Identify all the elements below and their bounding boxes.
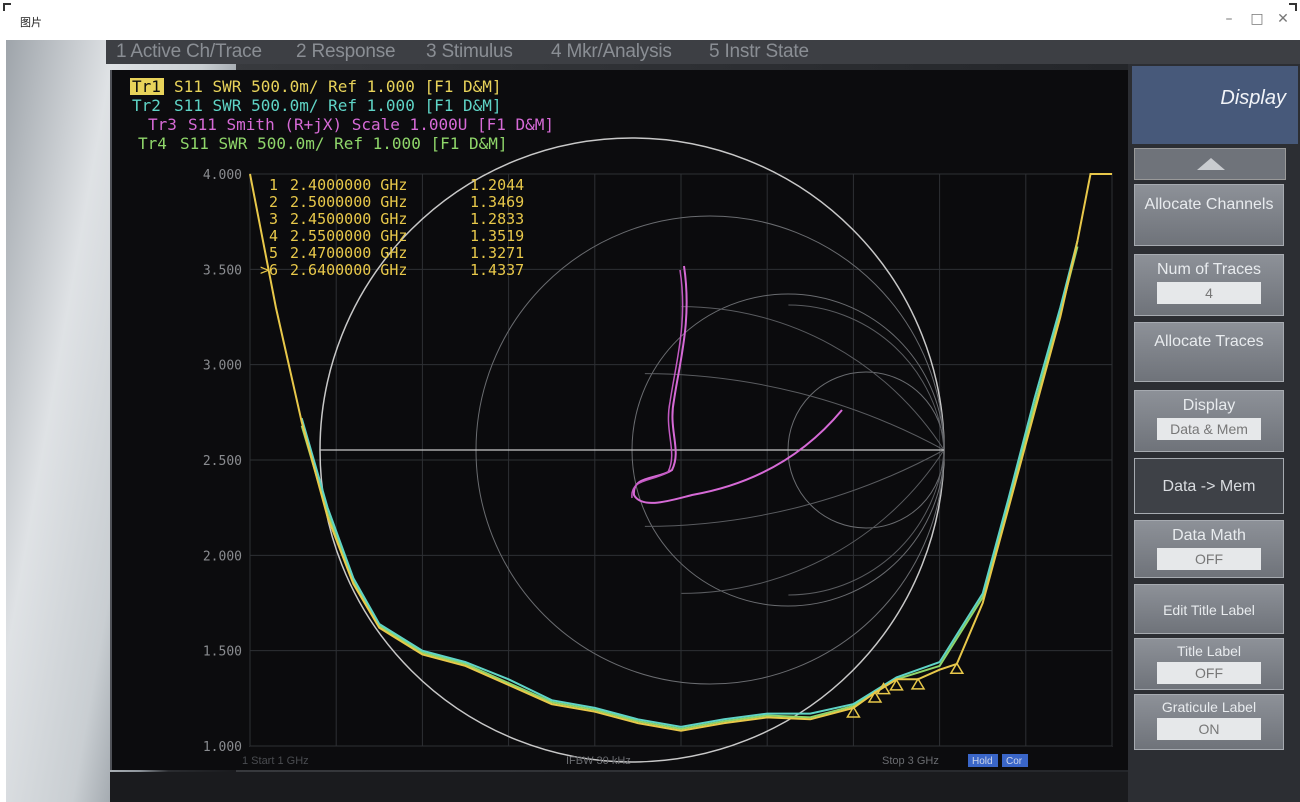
hold-badge-text: Hold bbox=[972, 756, 993, 767]
marker-frequency: 2.4700000 GHz bbox=[290, 244, 407, 262]
marker-triangle bbox=[876, 682, 891, 695]
ifbw-label: IFBW 30 kHz bbox=[566, 755, 631, 767]
photo-of-analyzer: 1 Active Ch/Trace 2 Response 3 Stimulus … bbox=[6, 40, 1300, 802]
menu-response[interactable]: 2 Response bbox=[296, 41, 396, 62]
trace-header-tag: Tr1 bbox=[132, 77, 161, 96]
data-math-value: OFF bbox=[1157, 548, 1261, 570]
analyzer-screen: 4.000 3.500 3.000 2.500 2.000 1.500 1.000 Tr1 S1… bbox=[110, 70, 1138, 770]
marker-triangle bbox=[910, 677, 926, 690]
graticule-label-label: Graticule Label bbox=[1161, 699, 1257, 715]
trace-header-text: S11 SWR 500.0m/ Ref 1.000 [F1 D&M] bbox=[174, 77, 502, 96]
marker-triangle bbox=[846, 705, 861, 718]
viewer-title-bar: 图片 – □ ✕ bbox=[0, 0, 1300, 40]
smith-reactance-arc bbox=[644, 449, 945, 527]
corner-mark bbox=[3, 3, 11, 11]
swr-trace-tr1 bbox=[249, 173, 1112, 732]
smith-reactance-arc bbox=[788, 304, 945, 451]
marker-value: 1.3469 bbox=[470, 193, 524, 211]
marker-number: 4 bbox=[269, 227, 278, 245]
marker-value: 1.4337 bbox=[470, 261, 524, 279]
menu-active-ch-trace[interactable]: 1 Active Ch/Trace bbox=[116, 41, 262, 62]
marker-triangle bbox=[949, 661, 965, 675]
smith-reactance-arc bbox=[644, 373, 945, 451]
allocate-channels-button[interactable]: Allocate Channels bbox=[1134, 184, 1284, 246]
analyzer-menubar: 1 Active Ch/Trace 2 Response 3 Stimulus … bbox=[106, 40, 1300, 64]
graticule-label-button[interactable]: Graticule Label ON bbox=[1134, 694, 1284, 750]
trace-header-text: S11 SWR 500.0m/ Ref 1.000 [F1 D&M] bbox=[174, 96, 502, 115]
marker-triangle bbox=[889, 678, 904, 691]
close-button[interactable]: ✕ bbox=[1277, 11, 1289, 27]
title-label-button[interactable]: Title Label OFF bbox=[1134, 638, 1284, 690]
allocate-traces-button[interactable]: Allocate Traces bbox=[1134, 322, 1284, 382]
graticule-label-value: ON bbox=[1157, 718, 1261, 740]
marker-frequency: 2.4500000 GHz bbox=[290, 210, 407, 228]
scroll-up-button[interactable] bbox=[1134, 148, 1286, 180]
stop-frequency: Stop 3 GHz bbox=[882, 755, 939, 767]
data-math-label: Data Math bbox=[1172, 527, 1246, 544]
maximize-button[interactable]: □ bbox=[1250, 11, 1264, 27]
menu-stimulus[interactable]: 3 Stimulus bbox=[426, 41, 513, 62]
marker-frequency: 2.6400000 GHz bbox=[290, 261, 407, 279]
start-frequency: 1 Start 1 GHz bbox=[242, 755, 309, 767]
marker-value: 1.2833 bbox=[470, 210, 524, 228]
edit-title-label-button[interactable]: Edit Title Label bbox=[1134, 584, 1284, 634]
smith-trace-memory bbox=[631, 269, 684, 499]
marker-number: 1 bbox=[269, 176, 278, 194]
y-tick-label: 4.000 bbox=[203, 168, 242, 183]
num-traces-button[interactable]: Num of Traces 4 bbox=[1134, 254, 1284, 316]
marker-number: >6 bbox=[260, 261, 278, 279]
corner-mark bbox=[1289, 3, 1297, 11]
viewer-title: 图片 bbox=[20, 16, 42, 29]
menu-mkr-analysis[interactable]: 4 Mkr/Analysis bbox=[551, 41, 672, 62]
marker-number: 5 bbox=[269, 244, 278, 262]
y-tick-label: 3.000 bbox=[203, 359, 242, 374]
marker-number: 2 bbox=[269, 193, 278, 211]
marker-frequency: 2.5500000 GHz bbox=[290, 227, 407, 245]
softkey-header: Display bbox=[1132, 66, 1298, 144]
y-tick-label: 2.000 bbox=[203, 549, 242, 564]
display-mode-label: Display bbox=[1182, 397, 1236, 414]
minimize-button[interactable]: – bbox=[1225, 11, 1233, 27]
smith-reactance-arc bbox=[788, 449, 945, 596]
marker-frequency: 2.5000000 GHz bbox=[290, 193, 407, 211]
cor-badge bbox=[1002, 754, 1028, 767]
cor-badge-text: Cor bbox=[1006, 756, 1023, 767]
hold-badge bbox=[968, 754, 998, 767]
trace-header-tag: Tr2 bbox=[132, 96, 161, 115]
data-to-mem-button[interactable]: Data -> Mem bbox=[1134, 458, 1284, 514]
num-traces-label: Num of Traces bbox=[1156, 261, 1262, 278]
status-strip bbox=[110, 772, 1136, 802]
smith-reactance-arc bbox=[681, 449, 945, 594]
trace-header-text: S11 SWR 500.0m/ Ref 1.000 [F1 D&M] bbox=[180, 134, 508, 153]
y-tick-label: 2.500 bbox=[203, 454, 242, 469]
title-label-value: OFF bbox=[1157, 662, 1261, 684]
title-label-label: Title Label bbox=[1176, 643, 1242, 659]
marker-frequency: 2.4000000 GHz bbox=[290, 176, 407, 194]
marker-value: 1.3271 bbox=[470, 244, 524, 262]
smith-trace-tr3 bbox=[632, 265, 843, 504]
menu-instr-state[interactable]: 5 Instr State bbox=[709, 41, 809, 62]
measurement-plot: 4.000 3.500 3.000 2.500 2.000 1.500 1.000 Tr1 S1… bbox=[130, 77, 1113, 767]
active-trace-highlight bbox=[130, 78, 164, 95]
y-tick-label: 1.500 bbox=[203, 645, 242, 660]
swr-trace-tr2 bbox=[300, 240, 1079, 728]
trace-header-text: S11 Smith (R+jX) Scale 1.000U [F1 D&M] bbox=[188, 115, 554, 134]
softkey-panel: Display Allocate Channels Num of Traces … bbox=[1128, 64, 1300, 802]
data-math-button[interactable]: Data Math OFF bbox=[1134, 520, 1284, 578]
marker-triangle bbox=[867, 690, 883, 703]
smith-reactance-arc bbox=[681, 306, 945, 451]
marker-value: 1.3519 bbox=[470, 227, 524, 245]
num-traces-value: 4 bbox=[1157, 282, 1261, 304]
trace-header-tag: Tr4 bbox=[138, 134, 167, 153]
marker-number: 3 bbox=[269, 210, 278, 228]
display-mode-value: Data & Mem bbox=[1157, 418, 1261, 440]
y-tick-label: 3.500 bbox=[203, 263, 242, 278]
y-tick-label: 1.000 bbox=[203, 740, 242, 755]
marker-value: 1.2044 bbox=[470, 176, 524, 194]
trace-header-tag: Tr3 bbox=[148, 115, 177, 134]
display-mode-button[interactable]: Display Data & Mem bbox=[1134, 390, 1284, 452]
